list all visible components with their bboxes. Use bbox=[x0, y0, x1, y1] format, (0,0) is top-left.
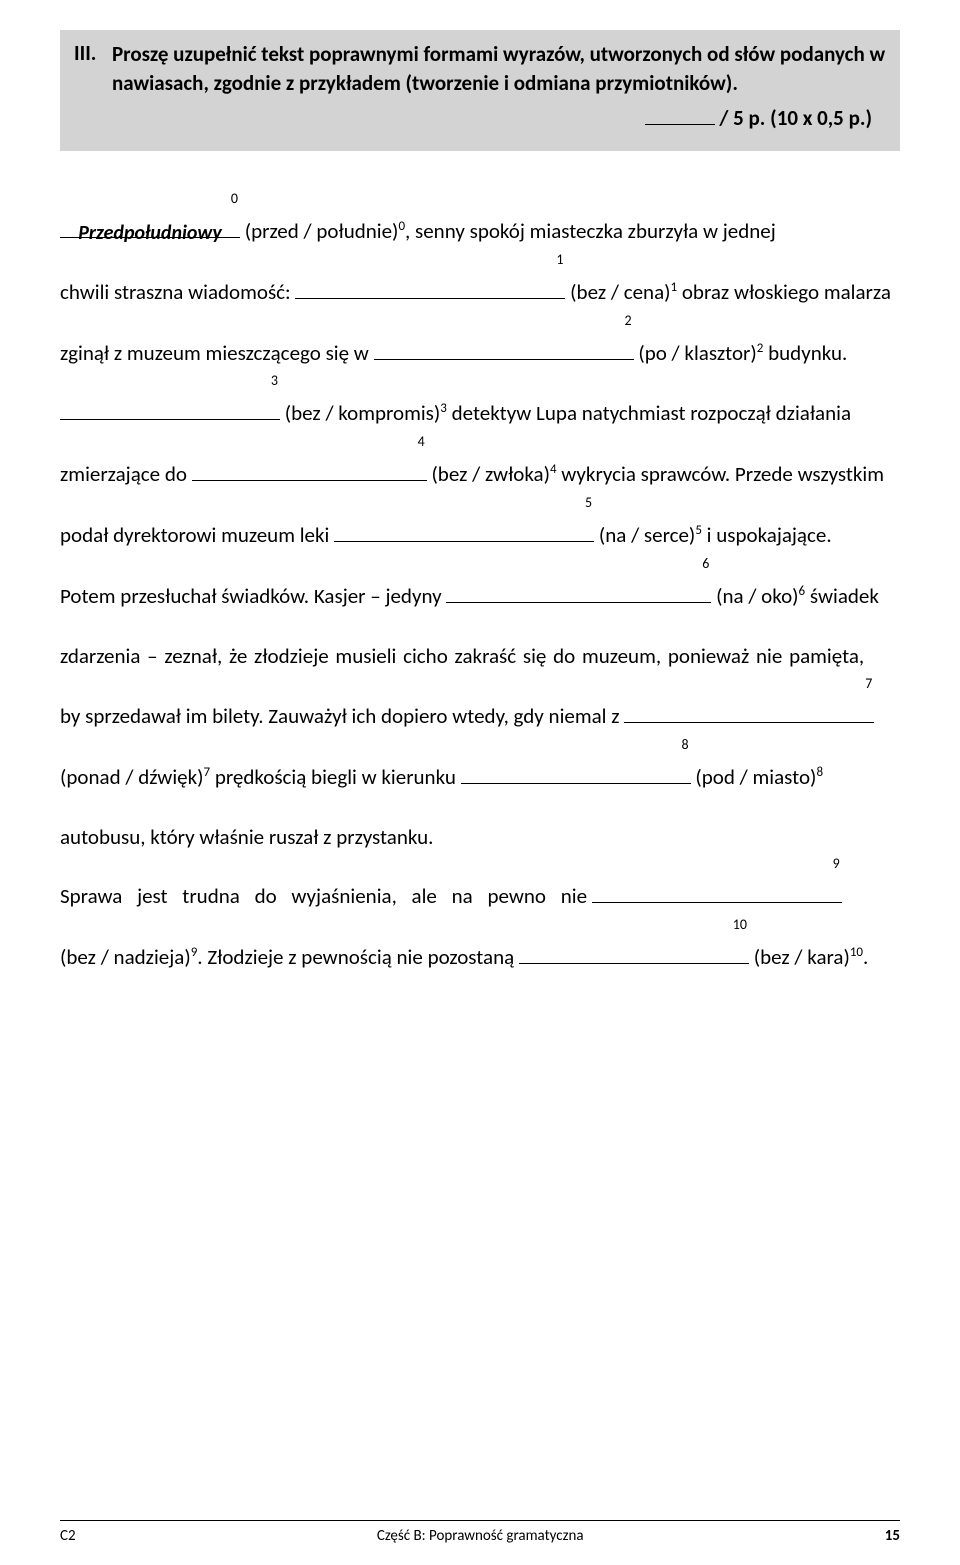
instruction-row: III. Proszę uzupełnić tekst poprawnymi f… bbox=[74, 40, 886, 99]
points-row: / 5 p. (10 x 0,5 p.) bbox=[74, 99, 886, 141]
text-seg13c: (bez / kara)10. bbox=[754, 944, 869, 970]
blank-7-line bbox=[624, 700, 874, 723]
blank-6[interactable]: 6 bbox=[446, 566, 711, 627]
footer-right: 15 bbox=[885, 1527, 900, 1545]
instruction-text: Proszę uzupełnić tekst poprawnymi formam… bbox=[112, 40, 886, 99]
footer: C2 Część B: Poprawność gramatyczna 15 bbox=[60, 1520, 900, 1545]
blank-3-num: 3 bbox=[271, 361, 278, 402]
blank-8-line bbox=[461, 761, 691, 784]
blank-10-line bbox=[519, 941, 749, 964]
line-9: by sprzedawał im bilety. Zauważył ich do… bbox=[60, 686, 900, 747]
line-12: Sprawa jest trudna do wyjaśnienia, ale n… bbox=[60, 866, 900, 927]
blank-5-line bbox=[334, 519, 594, 542]
blank-7-num: 7 bbox=[865, 664, 872, 705]
footer-row: C2 Część B: Poprawność gramatyczna 15 bbox=[60, 1527, 900, 1545]
text-seg11: autobusu, który właśnie ruszał z przysta… bbox=[60, 824, 433, 850]
text-seg6b: (na / serce)5 i uspokajające. bbox=[599, 522, 832, 548]
text-seg9a: by sprzedawał im bilety. Zauważył ich do… bbox=[60, 703, 620, 729]
blank-6-line bbox=[446, 580, 711, 603]
page: III. Proszę uzupełnić tekst poprawnymi f… bbox=[0, 0, 960, 1565]
text-seg3b: (po / klasztor)2 budynku. bbox=[638, 340, 847, 366]
footer-divider bbox=[60, 1520, 900, 1521]
blank-4-line bbox=[192, 458, 427, 481]
text-seg7a: Potem przesłuchał świadków. Kasjer – jed… bbox=[60, 583, 442, 609]
instruction-block: III. Proszę uzupełnić tekst poprawnymi f… bbox=[60, 30, 900, 151]
line-5: zmierzające do 4 (bez / zwłoka)4 wykryci… bbox=[60, 444, 900, 505]
blank-1[interactable]: 1 bbox=[295, 262, 565, 323]
blank-6-num: 6 bbox=[702, 544, 709, 585]
blank-4-num: 4 bbox=[418, 422, 425, 463]
blank-3-line bbox=[60, 397, 280, 420]
blank-1-num: 1 bbox=[556, 240, 563, 281]
blank-7[interactable]: 7 bbox=[624, 686, 874, 747]
text-seg8: zdarzenia – zeznał, że złodzieje musieli… bbox=[60, 643, 864, 669]
line-2: chwili straszna wiadomość: 1 (bez / cena… bbox=[60, 262, 900, 323]
blank-5[interactable]: 5 bbox=[334, 505, 594, 566]
instruction-number: III. bbox=[74, 40, 112, 66]
blank-8-num: 8 bbox=[682, 725, 689, 766]
blank-5-num: 5 bbox=[585, 483, 592, 524]
text-seg5a: zmierzające do bbox=[60, 461, 187, 487]
blank-10-num: 10 bbox=[733, 905, 747, 946]
text-seg5b: (bez / zwłoka)4 wykrycia sprawców. Przed… bbox=[431, 461, 884, 487]
line-13: (bez / nadzieja)9. Złodzieje z pewnością… bbox=[60, 927, 900, 988]
footer-mid: Część B: Poprawność gramatyczna bbox=[377, 1527, 584, 1545]
text-seg6a: podał dyrektorowi muzeum leki bbox=[60, 522, 329, 548]
text-seg2a: chwili straszna wiadomość: bbox=[60, 279, 291, 305]
text-seg3a: zginął z muzeum mieszczącego się w bbox=[60, 340, 369, 366]
points-breakdown: (10 x 0,5 p.) bbox=[770, 105, 872, 131]
blank-2[interactable]: 2 bbox=[374, 323, 634, 384]
blank-4[interactable]: 4 bbox=[192, 444, 427, 505]
text-seg12a: Sprawa jest trudna do wyjaśnienia, ale n… bbox=[60, 883, 587, 909]
line-4: 3 (bez / kompromis)3 detektyw Lupa natyc… bbox=[60, 383, 900, 444]
line-7: Potem przesłuchał świadków. Kasjer – jed… bbox=[60, 566, 900, 627]
text-seg10c: (pod / miasto)8 bbox=[695, 764, 823, 790]
blank-9-line bbox=[592, 880, 842, 903]
text-seg10a: (ponad / dźwięk)7 prędkością biegli w ki… bbox=[60, 764, 456, 790]
blank-8[interactable]: 8 bbox=[461, 747, 691, 808]
text-seg4: (bez / kompromis)3 detektyw Lupa natychm… bbox=[285, 400, 851, 426]
exercise-body: 0 Przedpołudniowy (przed / południe)0, s… bbox=[60, 161, 900, 988]
line-3: zginął z muzeum mieszczącego się w 2 (po… bbox=[60, 323, 900, 384]
blank-9-num: 9 bbox=[833, 844, 840, 885]
blank-2-line bbox=[374, 336, 634, 359]
line-6: podał dyrektorowi muzeum leki 5 (na / se… bbox=[60, 505, 900, 566]
text-seg2b: (bez / cena)1 obraz włoskiego malarza bbox=[570, 279, 891, 305]
blank-example: 0 Przedpołudniowy bbox=[60, 201, 240, 262]
blank-3[interactable]: 3 bbox=[60, 383, 280, 444]
blank-2-num: 2 bbox=[624, 301, 631, 342]
line-10: (ponad / dźwięk)7 prędkością biegli w ki… bbox=[60, 747, 900, 808]
points-blank[interactable] bbox=[645, 124, 715, 125]
line-1: 0 Przedpołudniowy (przed / południe)0, s… bbox=[60, 201, 900, 262]
line-8: zdarzenia – zeznał, że złodzieje musieli… bbox=[60, 627, 900, 686]
blank-9[interactable]: 9 bbox=[592, 866, 842, 927]
text-seg1a: (przed / południe)0, senny spokój miaste… bbox=[245, 218, 776, 244]
blank-example-fill: Przedpołudniowy bbox=[60, 204, 240, 262]
line-11: autobusu, który właśnie ruszał z przysta… bbox=[60, 808, 900, 867]
points-total: / 5 p. bbox=[719, 105, 765, 131]
footer-left: C2 bbox=[60, 1527, 76, 1545]
text-seg13a: (bez / nadzieja)9. Złodzieje z pewnością… bbox=[60, 944, 514, 970]
text-seg7b: (na / oko)6 świadek bbox=[716, 583, 879, 609]
blank-1-line bbox=[295, 276, 565, 299]
blank-10[interactable]: 10 bbox=[519, 927, 749, 988]
